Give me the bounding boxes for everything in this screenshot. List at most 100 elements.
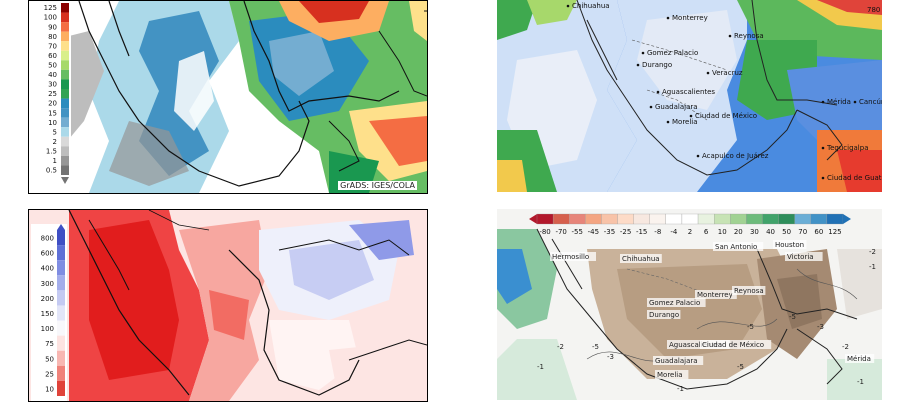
- city-label: Ciudad de México: [695, 112, 757, 120]
- colorbar-tick-label: 125: [44, 4, 57, 12]
- colorbar-swatch: [762, 213, 779, 225]
- colorbar-tick-label: 15: [48, 109, 57, 117]
- colorbar-arrow: [843, 214, 851, 224]
- city-label-bg: [732, 286, 766, 295]
- colorbar-tick-label: 400: [41, 265, 54, 273]
- colorbar-tick-label: 70: [798, 228, 807, 236]
- city-marker: [706, 71, 710, 75]
- colorbar-swatch: [57, 320, 65, 336]
- colorbar-tick-label: 50: [48, 62, 57, 70]
- city-marker: [821, 100, 825, 104]
- colorbar-tick-label: -80: [539, 228, 550, 236]
- colorbar-tick-label: -8: [654, 228, 661, 236]
- colorbar-tick-label: 50: [45, 355, 54, 363]
- colorbar-swatch: [57, 305, 65, 321]
- colorbar-tick-label: 20: [734, 228, 743, 236]
- colorbar-tick-label: 50: [782, 228, 791, 236]
- city-label-bg: [700, 340, 772, 349]
- city-label: San Antonio: [715, 243, 757, 251]
- city-label: Hermosillo: [552, 253, 589, 261]
- colorbar-tick-label: 1: [53, 157, 57, 165]
- colorbar-tick-label: 100: [44, 14, 57, 22]
- colorbar-tick-label: -35: [604, 228, 615, 236]
- colorbar-tick-label: -15: [636, 228, 647, 236]
- colorbar-swatch: [61, 79, 69, 89]
- contour-label: -5: [747, 323, 754, 331]
- city-label: Reynosa: [734, 32, 764, 40]
- colorbar-tick-label: 40: [766, 228, 775, 236]
- colorbar-swatch: [61, 98, 69, 109]
- colorbar-swatch: [569, 213, 586, 225]
- city-label-bg: [785, 252, 823, 261]
- city-label: Chihuahua: [572, 2, 610, 10]
- colorbar-bottom-right: -80 -70 -55 -45 -35 -25 -15 -8 -4 2 6 10 20 30 40 50 70 6…: [527, 213, 853, 241]
- city-marker: [641, 51, 645, 55]
- colorbar-tick-label: -25: [620, 228, 631, 236]
- contour-label: -2: [842, 343, 849, 351]
- contour-label: -3: [817, 323, 824, 331]
- city-marker: [666, 16, 670, 20]
- city-label: Guadalajara: [655, 357, 698, 365]
- city-label-bg: [653, 356, 704, 365]
- city-label-bg: [845, 354, 875, 363]
- city-label-bg: [773, 240, 807, 249]
- city-label: Mérida: [847, 355, 871, 363]
- city-label: Durango: [642, 61, 672, 69]
- city-marker: [821, 146, 825, 150]
- colorbar-tick-label: -55: [572, 228, 583, 236]
- colorbar-tick-label: 10: [45, 385, 54, 393]
- city-label: Acapulco de Juárez: [702, 152, 769, 160]
- colorbar-bottom-left-svg: 800 600 400 300 200 150 100 75 50 25 10: [41, 224, 65, 396]
- colorbar-swatch: [61, 12, 69, 23]
- colorbar-tick-label: 30: [48, 81, 57, 89]
- colorbar-swatch: [633, 213, 650, 225]
- contour-label: -2: [869, 248, 876, 256]
- colorbar-swatch: [61, 22, 69, 32]
- colorbar-swatch: [61, 117, 69, 128]
- colorbar-swatch: [57, 335, 65, 351]
- precip-map-top-right-canvas: Chihuahua Monterrey Reynosa Gomez Palacio Du…: [497, 0, 882, 192]
- city-label: Morelia: [657, 371, 683, 379]
- colorbar-swatch: [536, 213, 554, 225]
- colorbar-swatch: [810, 213, 828, 225]
- colorbar-swatch: [601, 213, 618, 225]
- city-label: Houston: [775, 241, 804, 249]
- colorbar-swatch: [665, 213, 683, 225]
- city-label: Aguascalientes: [662, 88, 715, 96]
- precip-map-top-left: 125 100 90 80 70 60 50 40 30 25 20 15 10 5 2 1.5 1 0.5 Gr…: [28, 0, 428, 194]
- colorbar-swatch: [57, 290, 65, 306]
- colorbar-tick-label: 600: [41, 250, 54, 258]
- city-label: Gomez Palacio: [647, 49, 698, 57]
- colorbar-tick-label: 70: [48, 42, 57, 50]
- city-label-bg: [550, 252, 596, 261]
- colorbar-swatch: [697, 213, 715, 225]
- colorbar-tick-label: 80: [48, 33, 57, 41]
- colorbar-swatch: [57, 380, 65, 396]
- colorbar-swatch: [61, 69, 69, 80]
- city-label: Morelia: [672, 118, 698, 126]
- colorbar-tick-label: 800: [41, 235, 54, 243]
- colorbar-tick-label: 100: [41, 325, 54, 333]
- colorbar-swatch: [61, 31, 69, 42]
- city-label-bg: [667, 340, 730, 349]
- city-marker: [666, 120, 670, 124]
- anomaly-map-bottom-left: 800 600 400 300 200 150 100 75 50 25 10: [28, 209, 428, 402]
- colorbar-tick-label: 40: [48, 71, 57, 79]
- colorbar-tick-label: 25: [48, 90, 57, 98]
- colorbar-swatch: [794, 213, 811, 225]
- city-label: Cancún: [859, 98, 882, 106]
- city-marker: [656, 90, 660, 94]
- colorbar-tick-label: 90: [48, 23, 57, 31]
- city-label: Ciudad de Guatemala: [827, 174, 882, 182]
- colorbar-tick-label: 25: [45, 370, 54, 378]
- colorbar-swatch: [585, 213, 602, 225]
- colorbar-swatch: [61, 41, 69, 51]
- precip-map-top-right: Chihuahua Monterrey Reynosa Gomez Palacio Du…: [497, 0, 882, 192]
- colorbar-swatch: [61, 89, 69, 99]
- city-label: Durango: [649, 311, 679, 319]
- colorbar-swatch: [61, 146, 69, 156]
- city-label: Tegucigalpa: [826, 144, 868, 152]
- city-label-bg: [655, 370, 689, 379]
- city-marker: [696, 154, 700, 158]
- colorbar-arrow: [61, 177, 69, 184]
